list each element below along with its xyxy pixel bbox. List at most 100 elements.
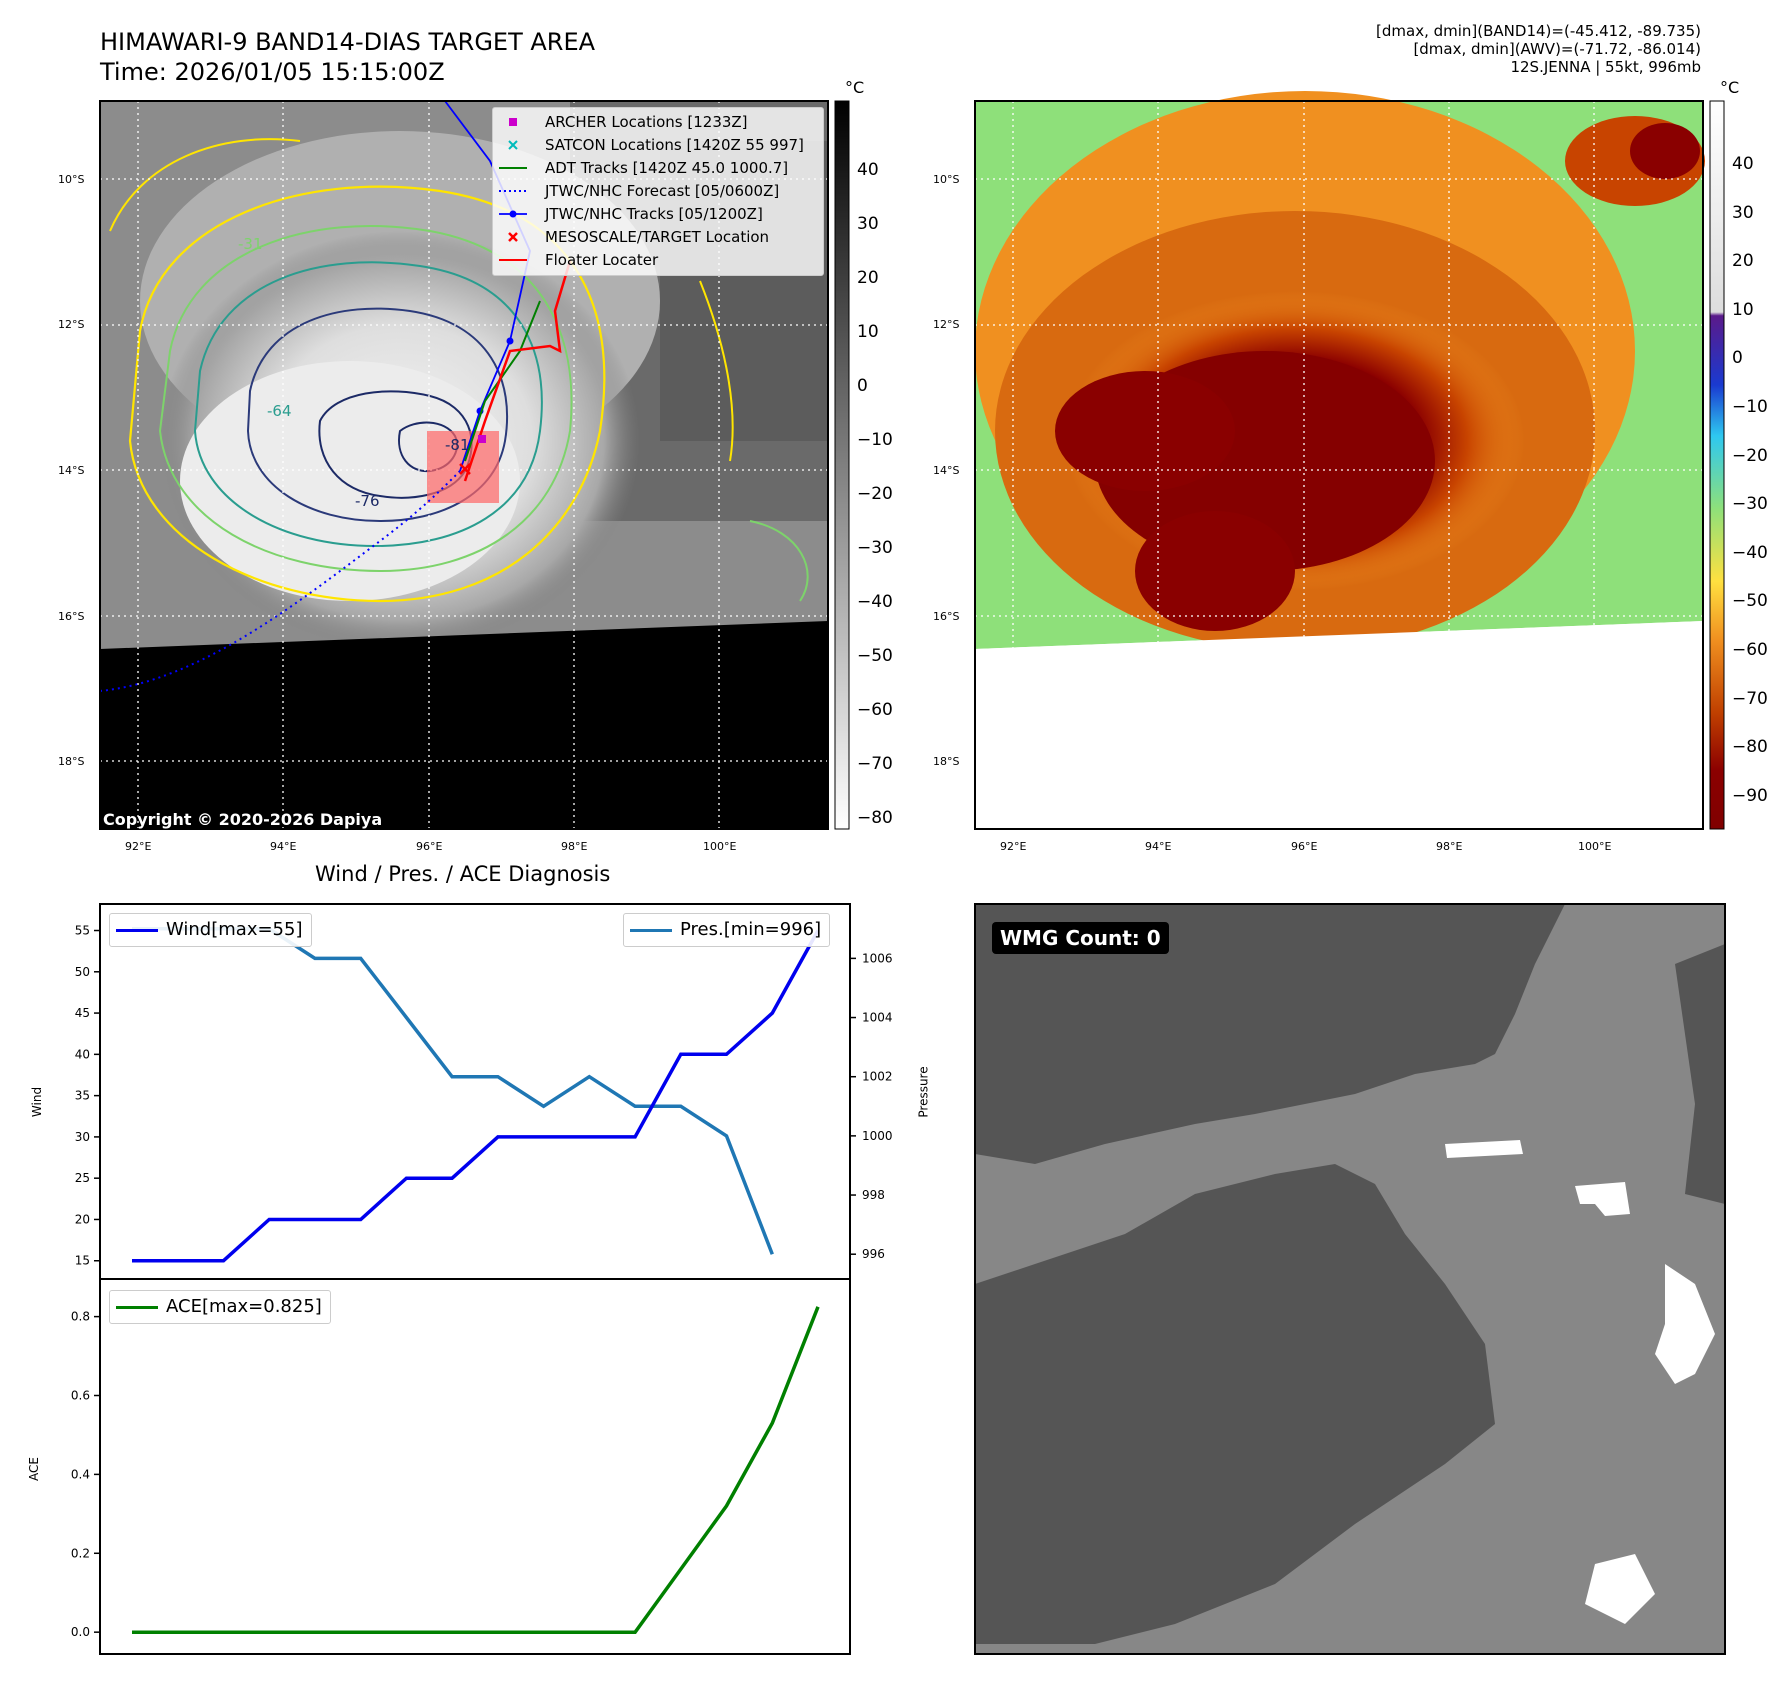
legend-floater: Floater Locater bbox=[545, 251, 659, 269]
wind-tick-label: 15 bbox=[75, 1254, 90, 1268]
lat-label-18s: 18°S bbox=[58, 755, 85, 768]
cbr-tick: −70 bbox=[1732, 688, 1768, 709]
pressure-tick-label: 996 bbox=[862, 1247, 885, 1261]
cbl-tick: −50 bbox=[857, 646, 893, 666]
ace-legend-label: ACE[max=0.825] bbox=[166, 1296, 322, 1317]
legend-mesoscale: MESOSCALE/TARGET Location bbox=[545, 228, 770, 246]
ace-tick-label: 0.2 bbox=[71, 1546, 90, 1560]
ace-legend: ACE[max=0.825] bbox=[109, 1290, 331, 1324]
colorbar-left-unit: °C bbox=[845, 78, 865, 97]
cbr-tick: −50 bbox=[1732, 591, 1768, 612]
floater-locater-track bbox=[463, 260, 572, 482]
cbl-tick: 40 bbox=[857, 160, 879, 180]
info-line-awv: [dmax, dmin](AWV)=(-71.72, -86.014) bbox=[1413, 40, 1701, 58]
wind-tick-label: 50 bbox=[75, 965, 90, 979]
cbr-tick: −80 bbox=[1732, 737, 1768, 758]
colorbar-right-ticks: 40 30 20 10 0 −10 −20 −30 −40 −50 −60 −7… bbox=[1732, 140, 1768, 820]
wind-tick-label: 30 bbox=[75, 1130, 90, 1144]
ace-tick-label: 0.6 bbox=[71, 1389, 90, 1403]
lon-label-92e-right: 92°E bbox=[1000, 840, 1027, 853]
jtwc-best-track bbox=[444, 100, 531, 472]
wind-tick-label: 20 bbox=[75, 1212, 90, 1226]
adt-track bbox=[464, 300, 541, 462]
mesoscale-target-marker bbox=[459, 463, 471, 475]
cbr-tick: −10 bbox=[1732, 396, 1768, 417]
lat-label-12s-right: 12°S bbox=[933, 318, 960, 331]
lat-label-12s: 12°S bbox=[58, 318, 85, 331]
contour-label-64: -64 bbox=[267, 402, 292, 420]
ace-axis-label: ACE bbox=[26, 1457, 41, 1481]
colorbar-left bbox=[834, 100, 850, 830]
legend-archer: ARCHER Locations [1233Z] bbox=[545, 113, 748, 131]
lon-label-98e: 98°E bbox=[561, 840, 588, 853]
pressure-tick-label: 1000 bbox=[862, 1129, 893, 1143]
pressure-tick-label: 998 bbox=[862, 1188, 885, 1202]
map-legend: ARCHER Locations [1233Z] SATCON Location… bbox=[492, 107, 824, 276]
wind-pressure-chart: 15 20 25 30 35 40 45 50 55 996 998 1000 1002 1004 100… bbox=[75, 903, 893, 1280]
wind-series-line bbox=[132, 929, 820, 1263]
archer-location-marker bbox=[478, 435, 486, 443]
lon-label-96e-right: 96°E bbox=[1291, 840, 1318, 853]
cbl-tick: 10 bbox=[857, 322, 879, 342]
colorbar-right bbox=[1709, 100, 1725, 830]
wind-tick-label: 45 bbox=[75, 1006, 90, 1020]
cbl-tick: 30 bbox=[857, 214, 879, 234]
cbr-tick: 0 bbox=[1732, 348, 1743, 369]
cbl-tick: −20 bbox=[857, 484, 893, 504]
cbr-tick: 30 bbox=[1732, 202, 1754, 223]
wind-tick-label: 35 bbox=[75, 1089, 90, 1103]
cbr-tick: −20 bbox=[1732, 445, 1768, 466]
copyright-text: Copyright © 2020-2026 Dapiya bbox=[103, 810, 383, 829]
pressure-axis-label: Pressure bbox=[916, 1066, 931, 1118]
lat-label-16s-right: 16°S bbox=[933, 610, 960, 623]
wind-legend: Wind[max=55] bbox=[109, 913, 312, 947]
lat-label-14s: 14°S bbox=[58, 464, 85, 477]
contour-label-76: -76 bbox=[355, 492, 380, 510]
jtwc-forecast-track bbox=[99, 470, 461, 692]
wind-tick-label: 55 bbox=[75, 924, 90, 938]
cbl-tick: 20 bbox=[857, 268, 879, 288]
legend-satcon: SATCON Locations [1420Z 55 997] bbox=[545, 136, 804, 154]
cbr-tick: 20 bbox=[1732, 251, 1754, 272]
cbl-tick: −60 bbox=[857, 700, 893, 720]
time-label: Time: 2026/01/05 15:15:00Z bbox=[100, 58, 445, 86]
pressure-tick-label: 1006 bbox=[862, 951, 893, 965]
lon-label-100e-right: 100°E bbox=[1578, 840, 1612, 853]
wind-axis-label: Wind bbox=[30, 1086, 45, 1118]
lat-label-14s-right: 14°S bbox=[933, 464, 960, 477]
wmg-count-badge: WMG Count: 0 bbox=[992, 922, 1169, 954]
info-block: [dmax, dmin](BAND14)=(-45.412, -89.735) … bbox=[1376, 22, 1701, 76]
info-line-band14: [dmax, dmin](BAND14)=(-45.412, -89.735) bbox=[1376, 22, 1701, 40]
wind-legend-label: Wind[max=55] bbox=[166, 919, 303, 940]
cbr-tick: −60 bbox=[1732, 639, 1768, 660]
cbr-tick: −40 bbox=[1732, 542, 1768, 563]
page-title: HIMAWARI-9 BAND14-DIAS TARGET AREA bbox=[100, 28, 596, 56]
cbl-tick: 0 bbox=[857, 376, 868, 396]
ace-tick-label: 0.0 bbox=[71, 1625, 90, 1639]
wmg-panel bbox=[974, 903, 1726, 1655]
diagnosis-title: Wind / Pres. / ACE Diagnosis bbox=[315, 862, 611, 886]
cbl-tick: −70 bbox=[857, 754, 893, 774]
cbr-tick: −90 bbox=[1732, 785, 1768, 806]
ace-series-line bbox=[132, 1306, 820, 1634]
ace-chart: 0.0 0.2 0.4 0.6 0.8 bbox=[71, 1278, 851, 1655]
lat-label-16s: 16°S bbox=[58, 610, 85, 623]
legend-jtwc-tracks: JTWC/NHC Tracks [05/1200Z] bbox=[545, 205, 763, 223]
legend-jtwc-forecast: JTWC/NHC Forecast [05/0600Z] bbox=[545, 182, 780, 200]
cbr-tick: −30 bbox=[1732, 494, 1768, 515]
ace-tick-label: 0.4 bbox=[71, 1467, 90, 1481]
lat-label-10s-right: 10°S bbox=[933, 173, 960, 186]
enhanced-ir-map-panel bbox=[974, 91, 1705, 830]
info-line-storm: 12S.JENNA | 55kt, 996mb bbox=[1510, 58, 1701, 76]
contour-label-81: -81 bbox=[445, 436, 470, 454]
pressure-tick-label: 1004 bbox=[862, 1011, 893, 1025]
lat-label-18s-right: 18°S bbox=[933, 755, 960, 768]
cbl-tick: −40 bbox=[857, 592, 893, 612]
cbl-tick: −10 bbox=[857, 430, 893, 450]
colorbar-left-ticks: 40 30 20 10 0 −10 −20 −30 −40 −50 −60 −7… bbox=[857, 143, 893, 845]
cbr-tick: 10 bbox=[1732, 299, 1754, 320]
wind-tick-label: 40 bbox=[75, 1047, 90, 1061]
pressure-legend-label: Pres.[min=996] bbox=[680, 919, 822, 940]
lat-label-10s: 10°S bbox=[58, 173, 85, 186]
pressure-legend: Pres.[min=996] bbox=[623, 913, 831, 947]
